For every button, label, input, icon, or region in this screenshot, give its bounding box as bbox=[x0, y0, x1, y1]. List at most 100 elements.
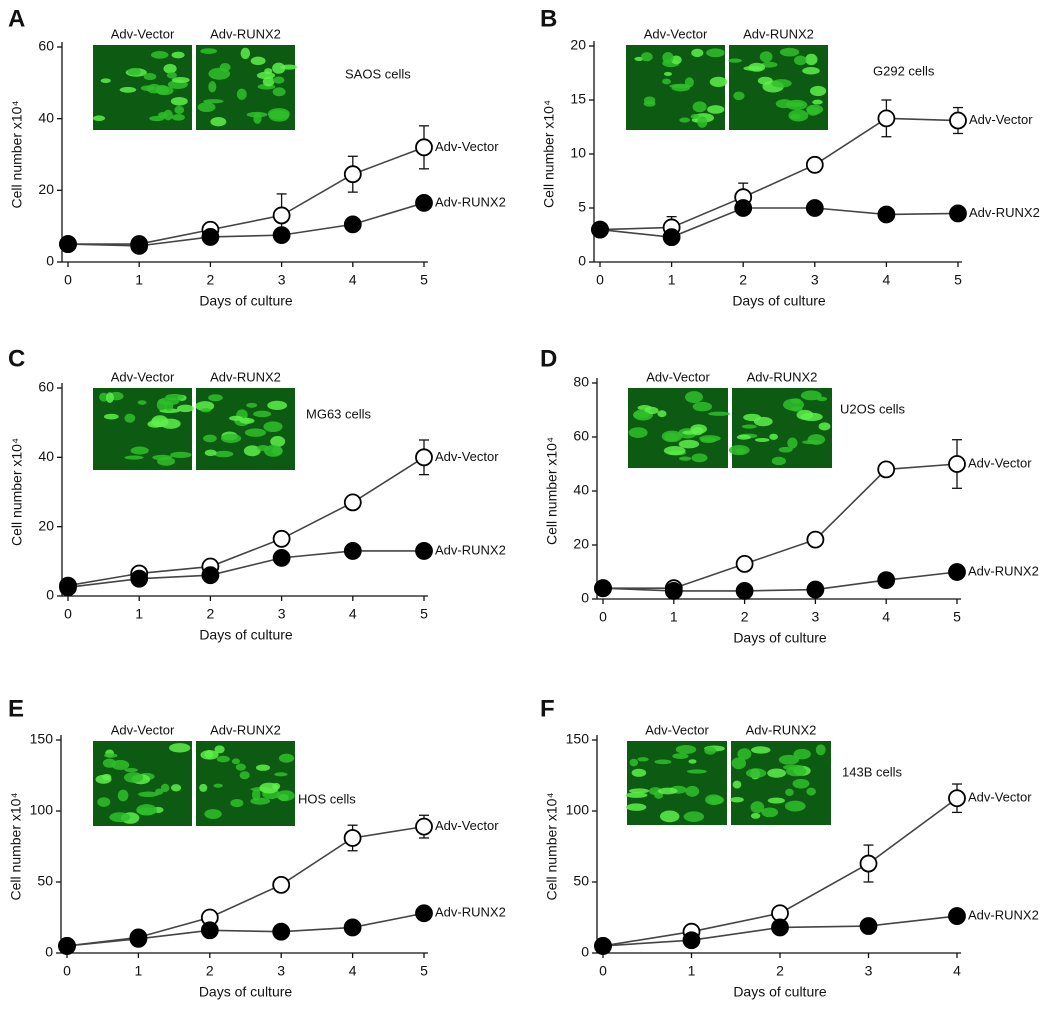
x-axis-label: Days of culture bbox=[732, 293, 826, 309]
cell bbox=[767, 797, 785, 804]
cell bbox=[253, 410, 272, 418]
x-tick-label: 2 bbox=[207, 606, 215, 622]
x-tick-label: 1 bbox=[135, 272, 143, 288]
cell bbox=[728, 445, 750, 456]
cell bbox=[124, 455, 144, 460]
data-point bbox=[682, 931, 701, 950]
cell bbox=[273, 76, 285, 84]
cell bbox=[203, 434, 217, 443]
cell bbox=[278, 753, 295, 763]
data-point bbox=[343, 165, 362, 184]
cell bbox=[787, 437, 798, 449]
data-point bbox=[201, 566, 220, 585]
cell bbox=[685, 785, 700, 797]
data-point bbox=[343, 493, 362, 512]
cell bbox=[669, 83, 692, 89]
series-label: Adv-Vector bbox=[969, 112, 1033, 127]
cell bbox=[697, 116, 708, 128]
image-label: Adv-Vector bbox=[111, 369, 175, 384]
cell bbox=[200, 408, 212, 413]
y-tick-label: 150 bbox=[566, 731, 590, 747]
cell bbox=[657, 787, 678, 795]
cell bbox=[170, 784, 182, 792]
data-point bbox=[343, 542, 362, 560]
cell-line-label: G292 cells bbox=[873, 63, 935, 78]
cell bbox=[111, 759, 130, 770]
y-tick-label: 100 bbox=[30, 802, 54, 818]
cell bbox=[800, 390, 822, 401]
cell bbox=[204, 749, 214, 759]
cell bbox=[628, 427, 648, 438]
cell bbox=[759, 51, 773, 63]
cell bbox=[771, 456, 786, 466]
x-tick-label: 3 bbox=[865, 963, 873, 979]
cell bbox=[706, 48, 725, 58]
y-tick-label: 0 bbox=[581, 944, 589, 960]
cell bbox=[103, 753, 118, 758]
cell bbox=[276, 790, 295, 801]
y-tick-label: 15 bbox=[570, 91, 586, 107]
x-tick-label: 3 bbox=[811, 272, 819, 288]
cell bbox=[174, 105, 185, 114]
cell bbox=[271, 446, 283, 456]
panel-letter: C bbox=[8, 345, 25, 372]
x-tick-label: 0 bbox=[64, 272, 72, 288]
y-axis-label: Cell number x10⁴ bbox=[544, 437, 560, 545]
x-tick-label: 2 bbox=[776, 963, 784, 979]
series-label: Adv-Vector bbox=[968, 455, 1032, 470]
data-point bbox=[949, 204, 967, 223]
cell bbox=[130, 446, 149, 455]
cell bbox=[208, 81, 217, 93]
y-tick-label: 60 bbox=[38, 379, 54, 395]
cell bbox=[679, 117, 690, 123]
series-line bbox=[67, 202, 425, 247]
cell bbox=[690, 114, 700, 120]
x-tick-label: 2 bbox=[739, 272, 747, 288]
data-point bbox=[343, 215, 362, 234]
data-point bbox=[735, 555, 754, 573]
cell-line-label: HOS cells bbox=[298, 791, 356, 806]
x-tick-label: 0 bbox=[64, 606, 72, 622]
cell bbox=[767, 768, 787, 778]
series-label: Adv-Vector bbox=[968, 790, 1032, 805]
cell bbox=[220, 433, 242, 443]
cell bbox=[259, 782, 279, 794]
image-label: Adv-RUNX2 bbox=[210, 722, 281, 737]
cell bbox=[170, 451, 192, 458]
y-tick-label: 60 bbox=[573, 428, 589, 444]
cell bbox=[208, 394, 223, 402]
cell bbox=[750, 812, 761, 819]
cell bbox=[263, 421, 283, 433]
y-tick-label: 40 bbox=[38, 109, 54, 125]
cell bbox=[155, 788, 164, 795]
cell bbox=[163, 63, 177, 74]
cell bbox=[737, 748, 752, 760]
y-tick-label: 40 bbox=[573, 482, 589, 498]
x-tick-label: 2 bbox=[206, 963, 214, 979]
data-point bbox=[771, 918, 789, 937]
cell bbox=[662, 78, 671, 85]
y-tick-label: 20 bbox=[573, 536, 589, 552]
cell bbox=[165, 393, 185, 401]
data-point bbox=[272, 226, 291, 245]
cell bbox=[136, 804, 158, 816]
y-axis-label: Cell number x10⁴ bbox=[544, 793, 560, 901]
y-tick-label: 80 bbox=[573, 374, 589, 390]
x-tick-label: 3 bbox=[812, 609, 820, 625]
cell bbox=[103, 413, 119, 420]
cell bbox=[769, 433, 778, 440]
data-point bbox=[948, 907, 966, 925]
cell bbox=[216, 755, 230, 763]
cell bbox=[127, 68, 141, 76]
data-point bbox=[591, 220, 609, 239]
cell bbox=[243, 445, 261, 457]
panel-letter: E bbox=[8, 695, 24, 722]
cell bbox=[166, 72, 177, 79]
cell bbox=[640, 52, 653, 62]
cell bbox=[682, 430, 697, 435]
x-axis-label: Days of culture bbox=[733, 984, 827, 1000]
cell bbox=[728, 58, 742, 63]
data-point bbox=[806, 580, 825, 599]
data-point bbox=[594, 579, 612, 598]
